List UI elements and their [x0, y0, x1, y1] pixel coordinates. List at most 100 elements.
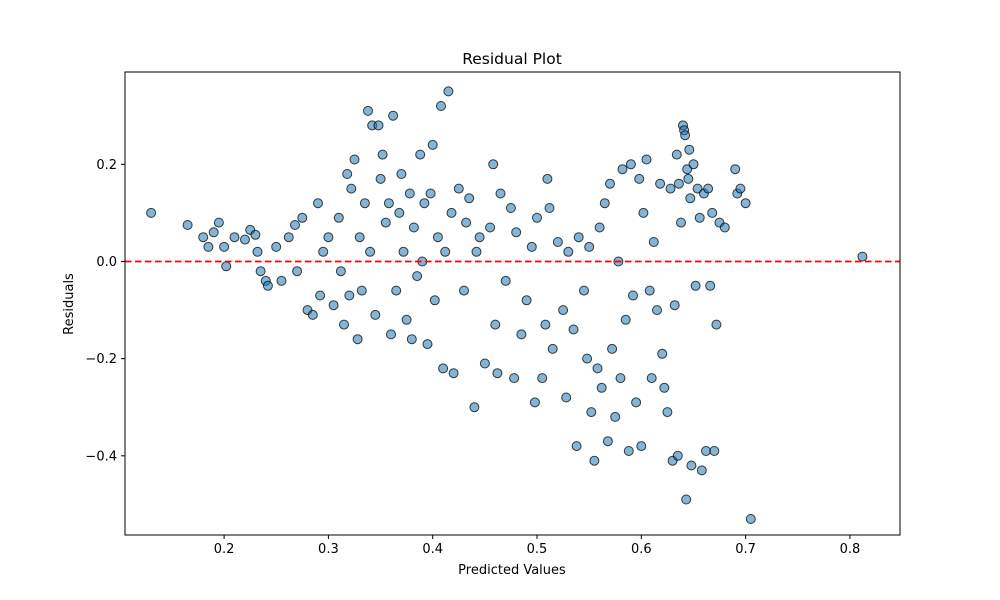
data-point [219, 241, 230, 252]
data-point [318, 246, 329, 257]
data-point [436, 101, 446, 111]
data-point [250, 229, 261, 240]
data-point [377, 149, 388, 160]
data-point [623, 446, 634, 456]
data-point [453, 183, 464, 194]
x-tick-label: 0.2 [214, 542, 235, 557]
data-point [669, 300, 680, 311]
data-point [680, 130, 691, 141]
data-point [544, 203, 555, 213]
data-point [671, 149, 682, 160]
data-point [313, 198, 323, 209]
data-point [676, 217, 686, 228]
data-point [492, 368, 503, 379]
x-tick-label: 0.7 [735, 542, 756, 557]
data-point [511, 227, 522, 238]
data-point [469, 402, 480, 413]
points-layer [146, 86, 868, 524]
data-point [479, 358, 490, 369]
data-point [370, 309, 381, 320]
data-point [240, 234, 250, 245]
data-point [208, 227, 219, 238]
x-tick-label: 0.5 [527, 542, 548, 557]
data-point [686, 460, 697, 471]
data-point [537, 373, 548, 384]
x-axis-ticks: 0.2 0.3 0.4 0.5 0.6 0.7 0.8 [214, 535, 861, 557]
data-point [335, 266, 346, 277]
data-point [464, 193, 475, 204]
data-point [425, 188, 436, 199]
data-point [396, 169, 407, 179]
data-point [688, 159, 699, 170]
data-point [740, 198, 751, 209]
data-point [388, 110, 399, 121]
data-point [283, 232, 294, 243]
data-point [146, 207, 157, 218]
data-point [662, 407, 673, 418]
data-point [596, 382, 607, 393]
data-point [485, 222, 496, 233]
data-point [342, 169, 353, 179]
data-point [203, 241, 214, 252]
data-point [386, 329, 396, 340]
data-point [509, 373, 520, 384]
data-point [408, 222, 419, 233]
data-point [615, 373, 626, 384]
data-point [438, 363, 449, 374]
data-point [375, 173, 386, 184]
data-point [213, 217, 224, 228]
data-point [573, 232, 584, 243]
data-point [703, 183, 714, 194]
data-point [500, 275, 511, 286]
data-point [857, 251, 868, 262]
x-axis-label: Predicted Values [458, 563, 566, 578]
chart-title: Residual Plot [462, 50, 562, 68]
data-point [412, 271, 423, 282]
data-point [255, 266, 266, 277]
data-point [571, 441, 582, 452]
data-point [631, 397, 642, 408]
data-point [488, 159, 499, 170]
data-point [636, 441, 647, 452]
y-tick-label: 0.2 [96, 158, 117, 173]
data-point [709, 446, 720, 456]
plot-frame [124, 71, 901, 536]
x-tick-label: 0.8 [840, 542, 861, 557]
data-point [323, 232, 334, 243]
y-tick-label: −0.2 [85, 352, 117, 367]
data-point [415, 149, 426, 160]
data-point [307, 309, 318, 320]
data-point [419, 198, 430, 209]
data-point [568, 324, 579, 335]
data-point [584, 241, 595, 252]
data-point [406, 334, 417, 345]
data-point [707, 207, 718, 218]
data-point [586, 407, 597, 418]
data-point [346, 183, 357, 194]
data-point [446, 207, 457, 218]
data-point [526, 241, 537, 252]
data-point [328, 300, 339, 311]
data-point [461, 217, 472, 228]
data-point [292, 266, 303, 277]
data-point [657, 348, 668, 359]
data-point [610, 411, 621, 422]
data-point [297, 212, 308, 223]
data-point [701, 446, 711, 456]
y-axis-ticks: −0.4 −0.2 0.0 0.2 [85, 158, 125, 464]
data-point [655, 178, 666, 189]
data-point [363, 105, 373, 116]
data-point [229, 232, 240, 243]
data-point [383, 198, 394, 209]
data-point [495, 188, 506, 199]
data-point [391, 285, 402, 296]
data-point [365, 246, 376, 257]
data-point [459, 285, 469, 296]
y-tick-label: −0.4 [85, 449, 117, 464]
data-point [638, 207, 649, 218]
data-point [558, 305, 569, 316]
data-point [315, 290, 326, 301]
data-point [602, 436, 613, 447]
data-point [599, 198, 610, 209]
data-point [711, 319, 722, 330]
